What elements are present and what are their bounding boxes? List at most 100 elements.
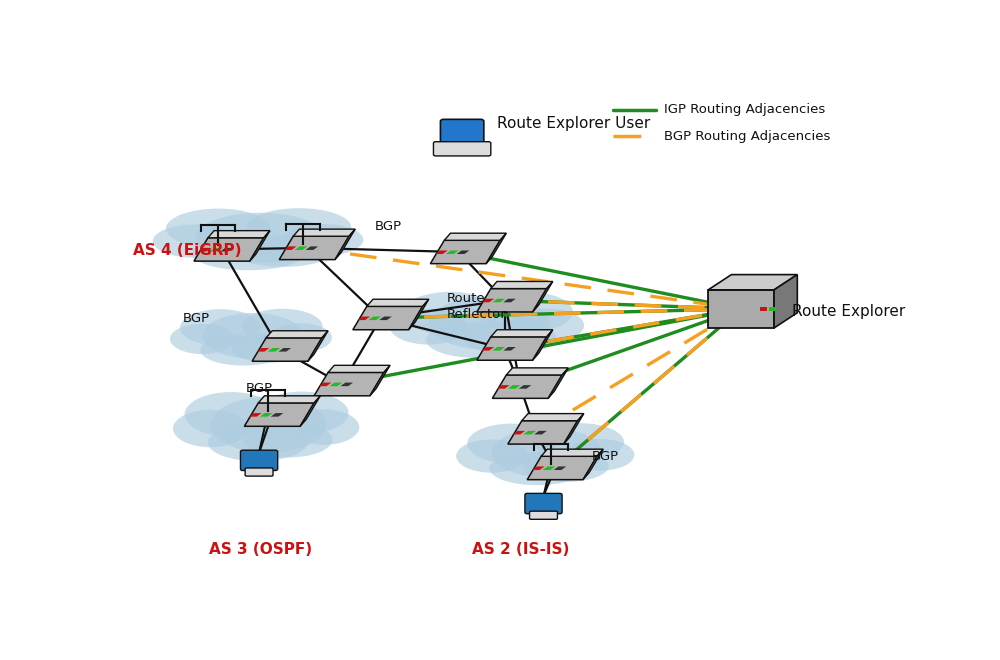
- Polygon shape: [532, 467, 545, 470]
- Polygon shape: [208, 230, 270, 238]
- Polygon shape: [503, 299, 516, 302]
- Text: BGP: BGP: [375, 220, 402, 233]
- Ellipse shape: [166, 209, 271, 249]
- Polygon shape: [268, 348, 280, 352]
- Text: BGP: BGP: [183, 312, 210, 325]
- Ellipse shape: [390, 309, 468, 345]
- Text: AS 3 (OSPF): AS 3 (OSPF): [209, 542, 312, 557]
- Ellipse shape: [153, 224, 237, 258]
- Polygon shape: [278, 348, 291, 352]
- Polygon shape: [769, 308, 776, 311]
- Polygon shape: [512, 431, 525, 434]
- Polygon shape: [293, 229, 355, 236]
- Polygon shape: [444, 233, 506, 240]
- Polygon shape: [314, 372, 384, 396]
- FancyBboxPatch shape: [240, 450, 278, 471]
- Ellipse shape: [232, 235, 333, 267]
- Ellipse shape: [210, 397, 326, 453]
- Polygon shape: [708, 290, 774, 328]
- Text: BGP Routing Adjacencies: BGP Routing Adjacencies: [664, 129, 830, 143]
- Ellipse shape: [535, 423, 624, 461]
- Polygon shape: [548, 368, 568, 399]
- Polygon shape: [330, 383, 342, 386]
- Ellipse shape: [510, 308, 584, 343]
- Ellipse shape: [283, 224, 363, 255]
- Polygon shape: [533, 281, 553, 312]
- Polygon shape: [252, 338, 322, 361]
- Polygon shape: [564, 414, 584, 444]
- Polygon shape: [430, 240, 500, 264]
- Ellipse shape: [180, 309, 261, 346]
- Polygon shape: [370, 366, 390, 396]
- Ellipse shape: [202, 313, 303, 359]
- Ellipse shape: [288, 409, 359, 445]
- Polygon shape: [527, 456, 597, 480]
- Polygon shape: [508, 385, 520, 389]
- FancyBboxPatch shape: [530, 511, 557, 519]
- Polygon shape: [541, 449, 603, 456]
- Ellipse shape: [170, 323, 235, 354]
- Polygon shape: [760, 308, 767, 311]
- FancyBboxPatch shape: [245, 468, 273, 476]
- Ellipse shape: [489, 452, 585, 485]
- Ellipse shape: [256, 391, 349, 434]
- Polygon shape: [257, 348, 269, 352]
- Polygon shape: [306, 246, 318, 250]
- Polygon shape: [508, 420, 578, 444]
- Ellipse shape: [243, 422, 333, 457]
- Ellipse shape: [192, 237, 305, 270]
- Polygon shape: [250, 230, 270, 261]
- Polygon shape: [353, 306, 423, 330]
- Polygon shape: [486, 233, 506, 264]
- Polygon shape: [482, 347, 494, 350]
- Polygon shape: [308, 331, 328, 361]
- Text: BGP: BGP: [592, 449, 619, 463]
- Polygon shape: [492, 375, 562, 399]
- Text: Route
Reflector: Route Reflector: [447, 292, 506, 321]
- Ellipse shape: [463, 321, 556, 354]
- FancyBboxPatch shape: [433, 142, 491, 156]
- Polygon shape: [534, 431, 547, 434]
- Polygon shape: [435, 250, 448, 254]
- Polygon shape: [523, 431, 536, 434]
- Ellipse shape: [456, 440, 528, 473]
- Polygon shape: [492, 299, 505, 302]
- Polygon shape: [491, 281, 553, 288]
- Text: Route Explorer: Route Explorer: [792, 304, 905, 319]
- Polygon shape: [583, 449, 603, 480]
- Polygon shape: [367, 299, 429, 306]
- Ellipse shape: [173, 410, 248, 447]
- Ellipse shape: [426, 322, 530, 358]
- Polygon shape: [503, 347, 516, 350]
- Ellipse shape: [231, 333, 309, 362]
- Polygon shape: [506, 368, 568, 375]
- Polygon shape: [194, 238, 264, 261]
- Polygon shape: [284, 246, 297, 250]
- Polygon shape: [209, 248, 222, 251]
- Polygon shape: [340, 383, 353, 386]
- Text: Route Explorer User: Route Explorer User: [497, 116, 650, 131]
- Polygon shape: [335, 229, 355, 259]
- Polygon shape: [249, 413, 262, 416]
- Polygon shape: [774, 275, 797, 328]
- Polygon shape: [446, 250, 458, 254]
- Ellipse shape: [476, 291, 573, 333]
- Polygon shape: [497, 385, 510, 389]
- Polygon shape: [491, 330, 553, 337]
- Polygon shape: [319, 383, 331, 386]
- Polygon shape: [300, 396, 320, 426]
- Ellipse shape: [429, 296, 550, 350]
- Polygon shape: [260, 413, 272, 416]
- Ellipse shape: [247, 208, 351, 246]
- Text: AS 2 (IS-IS): AS 2 (IS-IS): [472, 542, 569, 557]
- Polygon shape: [477, 337, 547, 360]
- Ellipse shape: [242, 309, 323, 344]
- Polygon shape: [457, 250, 469, 254]
- Polygon shape: [295, 246, 307, 250]
- Polygon shape: [279, 236, 349, 259]
- Ellipse shape: [467, 424, 556, 463]
- Polygon shape: [220, 248, 233, 251]
- Ellipse shape: [195, 213, 326, 263]
- Polygon shape: [492, 347, 505, 350]
- Text: IGP Routing Adjacencies: IGP Routing Adjacencies: [664, 103, 825, 116]
